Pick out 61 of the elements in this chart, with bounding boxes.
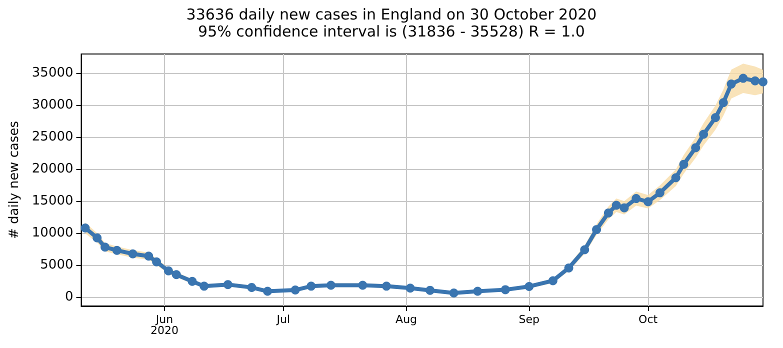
point: [100, 242, 110, 252]
point: [620, 203, 629, 212]
point: [699, 130, 708, 139]
point: [263, 286, 272, 296]
point: [644, 197, 653, 206]
point: [679, 160, 688, 169]
point: [632, 194, 641, 204]
point: [718, 98, 728, 108]
y-tick-label: 35000: [32, 66, 74, 81]
point: [750, 76, 760, 86]
y-tick-label: 5000: [40, 258, 74, 273]
point: [426, 286, 435, 295]
point: [655, 188, 664, 198]
x-tick-label: Oct: [638, 313, 658, 326]
point: [592, 225, 602, 234]
point: [358, 280, 368, 290]
point: [188, 276, 197, 286]
point: [326, 280, 336, 290]
y-tick-label: 25000: [32, 130, 74, 145]
point: [172, 270, 181, 280]
point: [738, 74, 748, 83]
y-tick-label: 10000: [32, 226, 74, 241]
point: [758, 77, 768, 86]
point: [290, 286, 300, 295]
point: [144, 252, 154, 261]
point: [449, 288, 458, 298]
point: [524, 282, 534, 291]
point: [726, 80, 736, 89]
point: [92, 233, 102, 242]
point: [247, 282, 256, 292]
y-axis-title: # daily new cases: [7, 120, 22, 239]
chart-subtitle: 95% confidence interval is (31836 - 35528) R = 1.0: [198, 22, 585, 40]
y-tick-label: 15000: [32, 194, 74, 209]
x-tick-label: Jul: [276, 313, 290, 326]
point: [152, 257, 162, 266]
point: [500, 285, 510, 294]
y-tick-label: 20000: [32, 162, 74, 177]
point: [382, 282, 391, 291]
point: [112, 246, 122, 255]
x-tick-label: Sep: [518, 313, 540, 326]
point: [564, 263, 574, 272]
point: [223, 280, 232, 290]
point: [671, 173, 680, 182]
point: [200, 282, 209, 291]
point: [691, 143, 700, 152]
point: [548, 276, 558, 286]
point: [710, 113, 720, 122]
point: [128, 249, 138, 258]
x-tick-label: Aug: [396, 313, 418, 326]
point: [612, 200, 621, 210]
point: [306, 282, 316, 291]
x-tick-label: Jun 2020: [150, 313, 178, 337]
point: [80, 223, 90, 232]
y-tick-label: 30000: [32, 98, 74, 113]
point: [473, 286, 482, 296]
chart-title: 33636 daily new cases in England on 30 October 2020: [186, 6, 597, 24]
point: [580, 245, 590, 254]
point: [604, 208, 613, 218]
point: [406, 284, 415, 293]
y-tick-label: 0: [64, 290, 74, 305]
point: [164, 266, 173, 276]
